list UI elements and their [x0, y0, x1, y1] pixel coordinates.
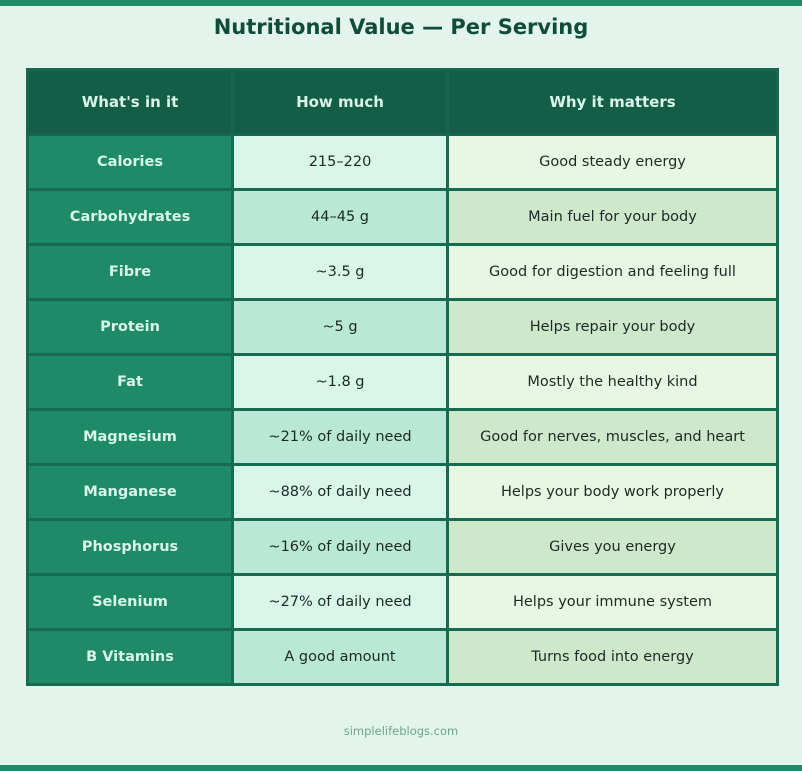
table-row: Carbohydrates 44–45 g Main fuel for your… [26, 188, 779, 246]
amount-cell: ~5 g [231, 298, 449, 356]
nutrition-table-container: What's in it How much Why it matters Cal… [26, 68, 779, 686]
table-header-row: What's in it How much Why it matters [26, 68, 779, 136]
why-cell: Helps repair your body [446, 298, 779, 356]
table-row: Phosphorus ~16% of daily need Gives you … [26, 518, 779, 576]
table-row: Fat ~1.8 g Mostly the healthy kind [26, 353, 779, 411]
why-cell: Turns food into energy [446, 628, 779, 686]
table-row: Protein ~5 g Helps repair your body [26, 298, 779, 356]
nutrient-cell: Carbohydrates [26, 188, 234, 246]
nutrient-cell: Phosphorus [26, 518, 234, 576]
top-accent-bar [0, 0, 802, 6]
table-row: Magnesium ~21% of daily need Good for ne… [26, 408, 779, 466]
nutrient-cell: Calories [26, 133, 234, 191]
why-cell: Main fuel for your body [446, 188, 779, 246]
footer-source-credit: simplelifeblogs.com [343, 724, 459, 738]
header-how-much: How much [231, 68, 449, 136]
why-cell: Helps your immune system [446, 573, 779, 631]
nutrient-cell: Magnesium [26, 408, 234, 466]
table-row: Calories 215–220 Good steady energy [26, 133, 779, 191]
amount-cell: 215–220 [231, 133, 449, 191]
why-cell: Good steady energy [446, 133, 779, 191]
amount-cell: ~21% of daily need [231, 408, 449, 466]
table-row: B Vitamins A good amount Turns food into… [26, 628, 779, 686]
amount-cell: ~1.8 g [231, 353, 449, 411]
nutrient-cell: Fat [26, 353, 234, 411]
nutrient-cell: Manganese [26, 463, 234, 521]
nutrient-cell: Fibre [26, 243, 234, 301]
header-why-it-matters: Why it matters [446, 68, 779, 136]
nutrient-cell: Protein [26, 298, 234, 356]
amount-cell: ~27% of daily need [231, 573, 449, 631]
nutrient-cell: Selenium [26, 573, 234, 631]
why-cell: Mostly the healthy kind [446, 353, 779, 411]
table-row: Fibre ~3.5 g Good for digestion and feel… [26, 243, 779, 301]
why-cell: Good for nerves, muscles, and heart [446, 408, 779, 466]
why-cell: Gives you energy [446, 518, 779, 576]
why-cell: Good for digestion and feeling full [446, 243, 779, 301]
header-whats-in-it: What's in it [26, 68, 234, 136]
why-cell: Helps your body work properly [446, 463, 779, 521]
table-row: Selenium ~27% of daily need Helps your i… [26, 573, 779, 631]
amount-cell: A good amount [231, 628, 449, 686]
nutrition-table: What's in it How much Why it matters Cal… [26, 68, 779, 686]
amount-cell: 44–45 g [231, 188, 449, 246]
bottom-accent-bar [0, 765, 802, 771]
amount-cell: ~3.5 g [231, 243, 449, 301]
nutrient-cell: B Vitamins [26, 628, 234, 686]
amount-cell: ~16% of daily need [231, 518, 449, 576]
amount-cell: ~88% of daily need [231, 463, 449, 521]
table-row: Manganese ~88% of daily need Helps your … [26, 463, 779, 521]
page-title: Nutritional Value — Per Serving [213, 15, 589, 39]
